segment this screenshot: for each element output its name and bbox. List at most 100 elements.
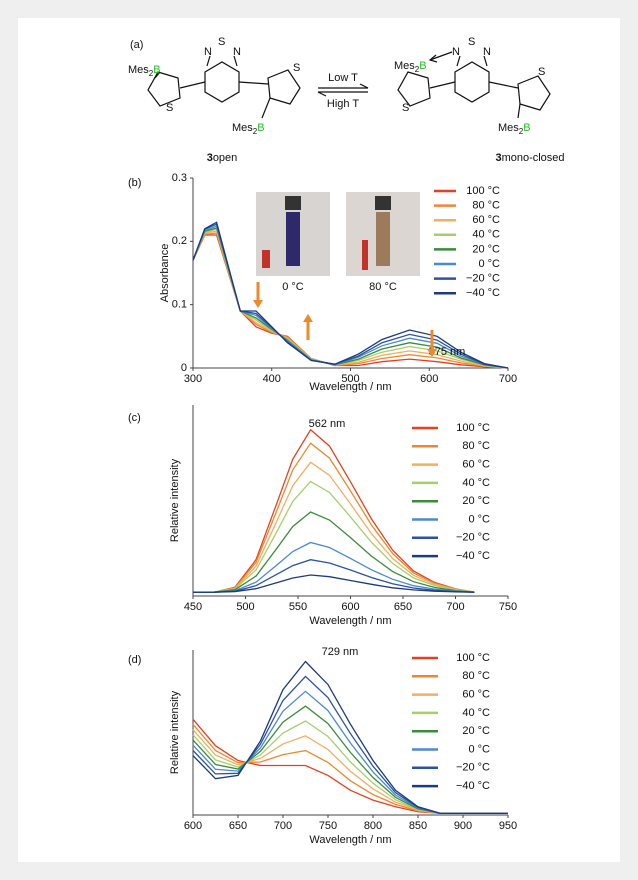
panel-label: (a) [130, 39, 143, 51]
compound-name: 3open [207, 152, 238, 164]
boryl-group: Mes2B [498, 122, 531, 136]
series-line [193, 541, 475, 593]
legend-label: 100 °C [456, 422, 490, 434]
y-tick-label: 0 [181, 362, 187, 374]
x-axis-label: Wavelength / nm [309, 381, 391, 393]
right-molecule: Mes2B N S N S S Mes2B 3mono-closed [394, 36, 565, 164]
x-tick-label: 900 [454, 820, 472, 832]
thiophene-ring [397, 71, 431, 107]
legend-label: 80 °C [472, 200, 500, 212]
y-tick-label: 0.1 [172, 299, 187, 311]
legend-label: 100 °C [456, 652, 490, 664]
photo-detail [262, 250, 270, 268]
bond [456, 55, 461, 67]
boryl-group: Mes2B [394, 60, 427, 74]
legend-label: 20 °C [462, 725, 490, 737]
x-tick-label: 850 [409, 820, 427, 832]
x-axis-label: Wavelength / nm [309, 834, 391, 846]
inset-label: 80 °C [369, 281, 397, 293]
benzene-ring [204, 61, 240, 103]
bond [261, 97, 271, 119]
series-line [193, 442, 475, 593]
series-line [193, 559, 475, 593]
boryl-group: Mes2B [232, 122, 265, 136]
legend-label: 0 °C [468, 743, 490, 755]
atom: N [483, 46, 491, 58]
x-tick-label: 750 [319, 820, 337, 832]
x-tick-label: 700 [446, 601, 464, 613]
x-tick-label: 600 [420, 373, 438, 385]
bond [483, 55, 488, 67]
peak-label: 729 nm [322, 646, 359, 658]
legend-label: 40 °C [472, 229, 500, 241]
x-tick-label: 650 [394, 601, 412, 613]
x-tick-label: 750 [499, 601, 517, 613]
x-tick-label: 700 [274, 820, 292, 832]
atom: N [452, 46, 460, 58]
legend-label: −40 °C [456, 780, 490, 792]
series-line [192, 221, 509, 369]
y-axis-label: Relative intensity [169, 690, 181, 774]
left-molecule: Mes2B N S N S S Mes2B 3open [128, 36, 301, 164]
legend-label: −40 °C [456, 550, 490, 562]
x-tick-label: 500 [236, 601, 254, 613]
atom: S [402, 102, 409, 114]
atom: S [218, 36, 225, 48]
atom: N [233, 46, 241, 58]
atom: N [204, 46, 212, 58]
legend-label: −40 °C [466, 287, 500, 299]
legend-label: 20 °C [462, 495, 490, 507]
x-tick-label: 950 [499, 820, 517, 832]
peak-label: 575 nm [429, 346, 466, 358]
bond [517, 103, 521, 119]
annotation-arrow-head [303, 314, 313, 322]
photo-cap [375, 196, 391, 210]
series-line [193, 511, 475, 593]
legend-label: 40 °C [462, 707, 490, 719]
annotation-arrow-head [427, 349, 437, 357]
legend-label: 60 °C [462, 689, 490, 701]
photo-vial [376, 212, 390, 266]
atom: S [468, 36, 475, 48]
panel-label: (c) [128, 412, 141, 424]
panel-label: (b) [128, 177, 141, 189]
series-line [193, 480, 475, 593]
atom: S [293, 62, 300, 74]
series-line [193, 461, 475, 593]
x-axis-label: Wavelength / nm [309, 615, 391, 627]
bond [206, 55, 211, 67]
series-line [193, 428, 475, 593]
series-line [193, 574, 475, 593]
annotation-arrow-head [253, 300, 263, 308]
panel-background [18, 18, 620, 862]
x-tick-label: 400 [263, 373, 281, 385]
legend-label: 60 °C [462, 459, 490, 471]
x-tick-label: 500 [341, 373, 359, 385]
panel-label: (d) [128, 654, 141, 666]
y-tick-label: 0.2 [172, 235, 187, 247]
legend-label: −20 °C [466, 273, 500, 285]
legend-label: 80 °C [462, 440, 490, 452]
photo-vial [286, 212, 300, 266]
x-tick-label: 550 [289, 601, 307, 613]
x-tick-label: 300 [184, 373, 202, 385]
arrow-head [428, 54, 438, 63]
arrow-head [317, 91, 327, 97]
y-tick-label: 0.3 [172, 172, 187, 184]
bond [488, 81, 519, 89]
legend-label: 20 °C [472, 243, 500, 255]
condition: High T [327, 98, 359, 110]
legend-label: 60 °C [472, 214, 500, 226]
legend-label: 100 °C [466, 185, 500, 197]
thiophene-ring [267, 69, 301, 105]
condition: Low T [328, 72, 358, 84]
compound-name: 3mono-closed [495, 152, 564, 164]
x-tick-label: 650 [229, 820, 247, 832]
x-tick-label: 450 [184, 601, 202, 613]
bond [179, 81, 206, 89]
boryl-group: Mes2B [128, 64, 161, 78]
legend-label: 40 °C [462, 477, 490, 489]
photo-detail [362, 240, 368, 270]
